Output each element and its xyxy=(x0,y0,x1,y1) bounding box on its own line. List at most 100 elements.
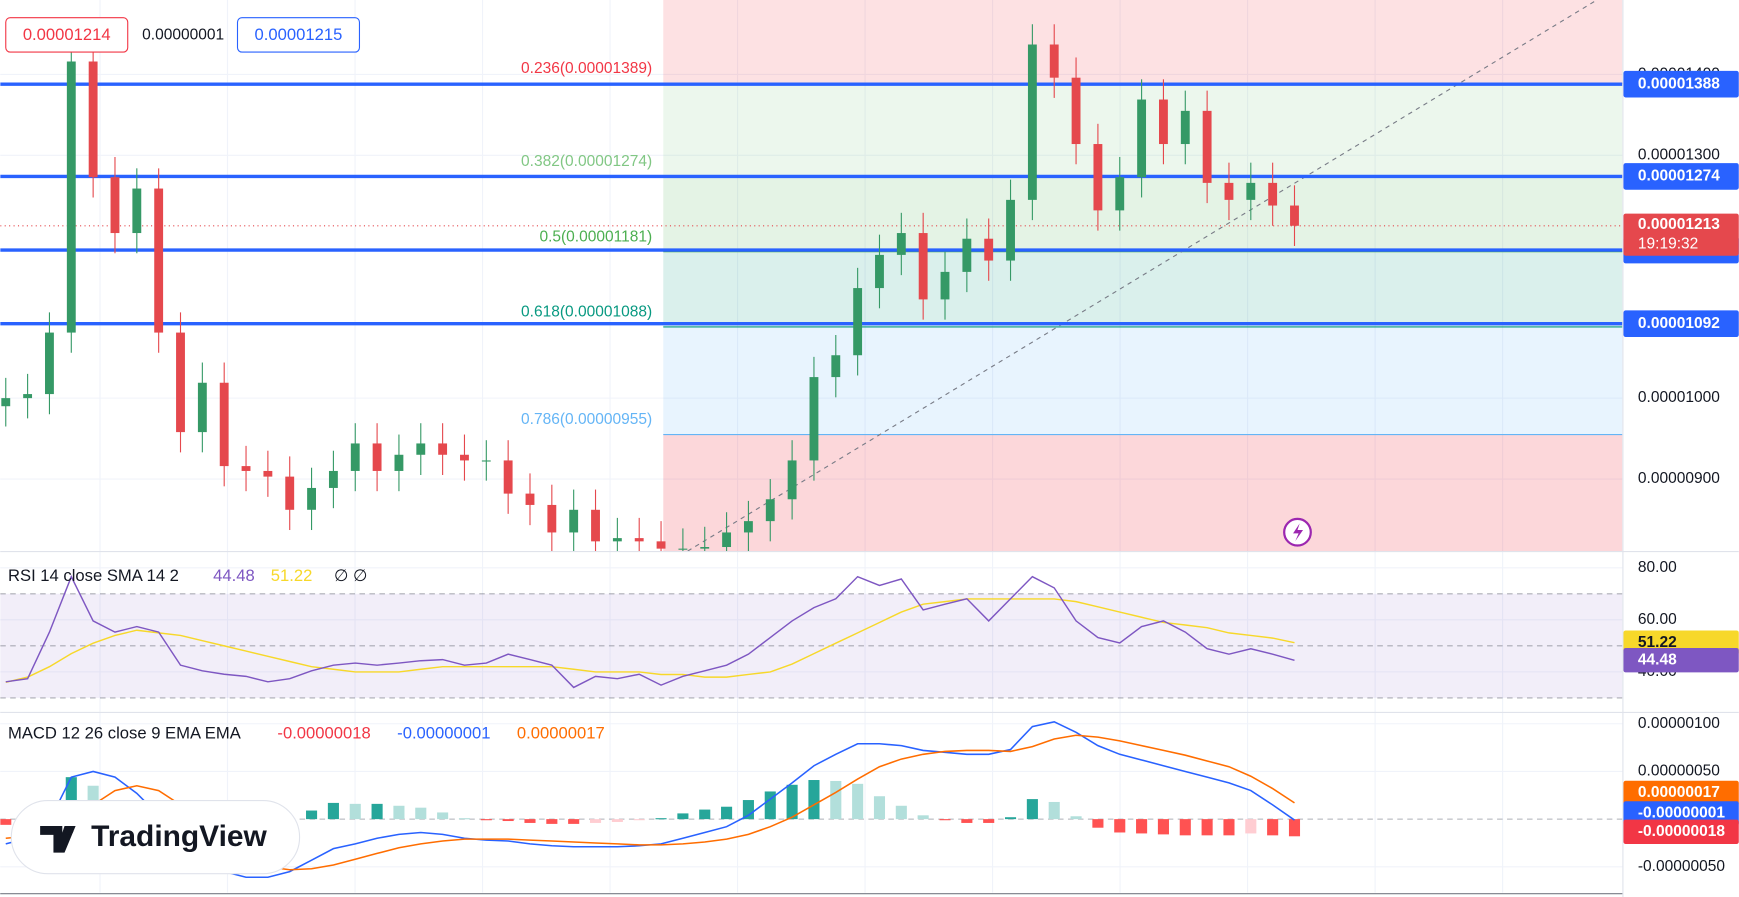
candle-body xyxy=(1268,182,1278,206)
macd-badge-bg xyxy=(1623,819,1739,845)
candle-body xyxy=(416,443,426,455)
y-tick-label: 60.00 xyxy=(1638,611,1677,628)
fib-label: 0.382(0.00001274) xyxy=(521,153,652,170)
candle-body xyxy=(481,460,491,462)
histogram-bar xyxy=(1048,801,1060,820)
candle-body xyxy=(940,271,950,300)
candle-body xyxy=(1049,44,1059,78)
ask-price: 0.00001215 xyxy=(255,25,343,44)
line-price-badge-bg xyxy=(1623,70,1739,98)
candle-body xyxy=(88,61,98,178)
rsi-line xyxy=(5,598,1295,684)
fib-zone xyxy=(663,434,1623,552)
candle-body xyxy=(787,460,797,500)
rsi-badge: 44.48 xyxy=(1638,651,1677,668)
histogram-bar xyxy=(939,819,951,821)
fib-zone xyxy=(663,251,1623,327)
histogram-bar xyxy=(589,819,602,823)
candle-body xyxy=(132,188,142,234)
y-tick-label: 0.00000100 xyxy=(1638,715,1720,732)
candle-body xyxy=(525,493,535,505)
candle-body xyxy=(831,355,841,378)
histogram-bar xyxy=(502,819,514,822)
candle-body xyxy=(438,443,448,455)
histogram-bar xyxy=(1114,819,1126,833)
candle-body xyxy=(743,521,753,533)
histogram-bar xyxy=(306,810,318,820)
candle-body xyxy=(350,443,360,471)
line-price-badge-bg xyxy=(1623,310,1739,337)
candle-body xyxy=(285,476,295,510)
pane-title: RSI 14 close SMA 14 2 xyxy=(8,566,179,585)
y-tick-label: 0.00000050 xyxy=(1638,763,1720,780)
ask-box[interactable] xyxy=(236,17,361,53)
fib-label: 0.236(0.00001389) xyxy=(521,60,652,77)
overlay: 0.00001214 0.00000001 0.00001215 Trading… xyxy=(5,17,1312,875)
candle-body xyxy=(394,454,404,471)
histogram-bar xyxy=(437,812,449,820)
fib-zone xyxy=(663,326,1623,435)
candle-body xyxy=(1115,177,1125,211)
candle-body xyxy=(1071,77,1081,145)
bid-price: 0.00001214 xyxy=(23,25,111,44)
candle-body xyxy=(307,487,316,510)
histogram-bar xyxy=(611,819,623,822)
candle-body xyxy=(722,532,732,548)
histogram-bar xyxy=(327,802,339,820)
candle-body xyxy=(612,538,622,542)
histogram-bar xyxy=(458,818,471,820)
histogram-bar xyxy=(1288,819,1301,837)
rsi-badge: 51.22 xyxy=(1638,634,1677,651)
candle-body xyxy=(547,504,557,533)
histogram-bar xyxy=(1223,819,1235,836)
price-axis: 0.000009000.000010000.000013000.00001400… xyxy=(1623,66,1739,875)
candle-body xyxy=(241,466,251,471)
candle-body xyxy=(328,470,338,488)
candle-body xyxy=(45,332,54,395)
histogram-bar xyxy=(852,783,864,820)
candle-body xyxy=(1180,110,1190,145)
candle-body xyxy=(569,509,579,533)
rsi-badge-bg xyxy=(1623,648,1739,673)
legend-value: -0.00000001 xyxy=(397,723,490,742)
line-price-badge-bg xyxy=(1623,163,1739,190)
candle-body xyxy=(197,382,207,433)
legend-extra: ∅ ∅ xyxy=(334,566,368,585)
candle-body xyxy=(1159,99,1168,145)
histogram-bar xyxy=(721,806,733,820)
histogram-bar xyxy=(524,819,536,823)
logo-text: TradingView xyxy=(91,820,267,853)
histogram-bar xyxy=(786,784,798,820)
candle-body xyxy=(219,382,229,467)
countdown: 19:19:32 xyxy=(1638,236,1698,253)
histogram-bar xyxy=(0,819,12,825)
legend-value: 44.48 xyxy=(213,566,255,585)
candle-body xyxy=(460,454,469,461)
candle-body xyxy=(591,509,600,542)
spread: 0.00000001 xyxy=(142,27,224,44)
candle-body xyxy=(1202,110,1212,183)
macd-badge: -0.00000018 xyxy=(1638,823,1726,840)
histogram-bar xyxy=(371,803,383,820)
candle-body xyxy=(110,177,120,234)
candle-body xyxy=(503,460,513,494)
y-tick-label: 0.00000900 xyxy=(1638,470,1720,487)
rsi-pane xyxy=(0,574,1623,699)
histogram-bar xyxy=(349,803,361,820)
line-price-badge: 0.00001092 xyxy=(1638,315,1720,332)
histogram-bar xyxy=(633,819,645,821)
histogram-bar xyxy=(764,791,776,820)
candle-body xyxy=(263,470,273,477)
histogram-bar xyxy=(415,807,427,820)
histogram-bar xyxy=(1157,819,1169,835)
candle-body xyxy=(1006,199,1015,261)
y-tick-label: -0.00000050 xyxy=(1638,858,1726,875)
fib-zone xyxy=(663,176,1623,252)
histogram-bar xyxy=(1201,819,1213,836)
candle-body xyxy=(66,61,76,333)
histogram-bar xyxy=(699,809,711,820)
histogram-bar xyxy=(65,777,77,820)
bid-box[interactable] xyxy=(5,17,129,53)
histogram-bar xyxy=(808,780,820,820)
